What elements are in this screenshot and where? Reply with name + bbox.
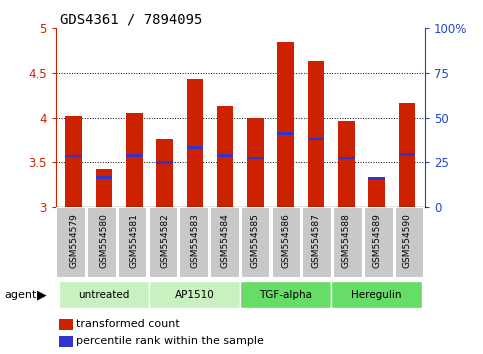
Bar (331, 281, 422, 308)
Bar (58, 281, 149, 308)
Text: AP1510: AP1510 (175, 290, 215, 300)
Bar (395, 207, 425, 278)
Text: GSM554580: GSM554580 (99, 213, 109, 268)
Bar (272, 207, 301, 278)
Bar (333, 207, 363, 278)
Bar (149, 207, 178, 278)
Text: GSM554581: GSM554581 (130, 213, 139, 268)
Bar (398, 103, 415, 207)
Text: TGF-alpha: TGF-alpha (259, 290, 312, 300)
Bar (186, 79, 203, 207)
Text: untreated: untreated (78, 290, 130, 300)
Bar (308, 61, 325, 207)
Bar (241, 207, 270, 278)
Text: transformed count: transformed count (76, 319, 180, 329)
Bar (210, 207, 240, 278)
Text: GSM554585: GSM554585 (251, 213, 260, 268)
Bar (247, 156, 264, 159)
Text: GSM554584: GSM554584 (221, 213, 229, 268)
Text: GDS4361 / 7894095: GDS4361 / 7894095 (60, 12, 203, 27)
Text: GSM554587: GSM554587 (312, 213, 321, 268)
Bar (217, 106, 233, 207)
Text: GSM554590: GSM554590 (402, 213, 412, 268)
Bar (364, 207, 394, 278)
Bar (118, 207, 147, 278)
Bar (241, 281, 331, 308)
Bar (277, 132, 294, 135)
Bar (65, 116, 82, 207)
Text: GSM554588: GSM554588 (342, 213, 351, 268)
Text: agent: agent (5, 290, 37, 300)
Bar (186, 146, 203, 149)
Bar (277, 42, 294, 207)
Bar (308, 138, 325, 141)
Bar (302, 207, 332, 278)
Bar (126, 113, 142, 207)
Bar (96, 176, 113, 179)
Bar (179, 207, 209, 278)
Bar (368, 178, 385, 207)
Text: percentile rank within the sample: percentile rank within the sample (76, 336, 264, 346)
Bar (247, 118, 264, 207)
Bar (217, 154, 233, 156)
Bar (149, 281, 241, 308)
Bar (65, 155, 82, 158)
Bar (59, 336, 73, 347)
Bar (56, 207, 85, 278)
Text: GSM554583: GSM554583 (190, 213, 199, 268)
Bar (338, 156, 355, 159)
Bar (126, 154, 142, 156)
Bar (59, 319, 73, 330)
Text: GSM554579: GSM554579 (69, 213, 78, 268)
Text: GSM554589: GSM554589 (372, 213, 381, 268)
Bar (398, 153, 415, 156)
Bar (338, 121, 355, 207)
Bar (156, 161, 173, 164)
Bar (156, 139, 173, 207)
Bar (368, 177, 385, 180)
Text: Heregulin: Heregulin (351, 290, 402, 300)
Text: ▶: ▶ (37, 288, 46, 301)
Text: GSM554586: GSM554586 (281, 213, 290, 268)
Text: GSM554582: GSM554582 (160, 213, 169, 268)
Bar (96, 169, 113, 207)
Bar (87, 207, 116, 278)
